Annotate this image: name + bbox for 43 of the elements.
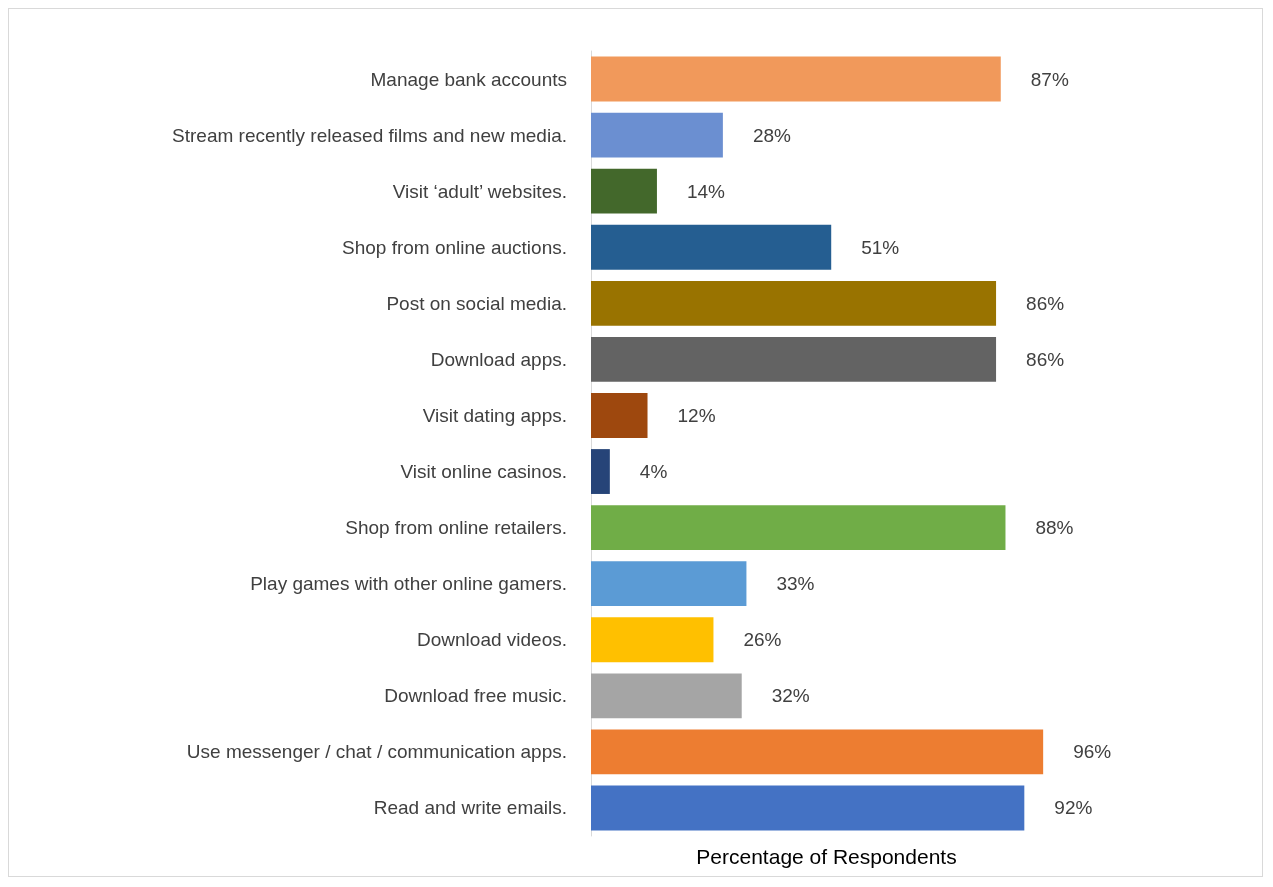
data-label: 86% <box>1026 348 1065 370</box>
y-tick-label: Stream recently released films and new media. <box>172 124 567 146</box>
y-tick-label: Download free music. <box>384 685 567 707</box>
bar <box>591 673 742 719</box>
data-label: 88% <box>1035 517 1074 539</box>
x-axis-title: Percentage of Respondents <box>696 845 957 868</box>
data-label: 33% <box>776 573 815 595</box>
bar <box>591 785 1025 831</box>
bar <box>591 280 997 326</box>
data-label: 14% <box>686 180 726 202</box>
bar <box>591 449 610 494</box>
bar <box>591 336 997 382</box>
bar <box>591 112 723 158</box>
y-tick-label: Visit online casinos. <box>400 461 567 483</box>
y-tick-label: Use messenger / chat / communication apps. <box>186 741 567 763</box>
y-tick-label: Shop from online retailers. <box>345 517 567 539</box>
data-label: 51% <box>861 236 900 258</box>
y-tick-label: Read and write emails. <box>373 797 567 819</box>
data-label: 26% <box>743 629 782 651</box>
y-tick-label: Play games with other online gamers. <box>250 573 567 595</box>
bar <box>591 56 1001 102</box>
bar <box>591 224 832 270</box>
bar <box>591 168 657 214</box>
data-label: 92% <box>1054 797 1093 819</box>
bar <box>591 393 648 438</box>
data-label: 4% <box>639 461 668 483</box>
y-tick-label: Visit ‘adult’ websites. <box>392 180 567 202</box>
bar <box>591 617 714 663</box>
y-tick-label: Download videos. <box>417 629 567 651</box>
bar <box>591 561 747 607</box>
y-tick-label: Post on social media. <box>386 292 567 314</box>
data-label: 12% <box>677 404 716 426</box>
data-label: 96% <box>1073 741 1112 763</box>
data-label: 28% <box>752 124 792 146</box>
bar <box>591 505 1006 551</box>
y-tick-label: Manage bank accounts <box>370 68 567 90</box>
y-tick-label: Download apps. <box>430 348 567 370</box>
data-label: 32% <box>771 685 810 707</box>
data-label: 86% <box>1026 292 1065 314</box>
y-tick-label: Shop from online auctions. <box>342 236 567 258</box>
y-tick-label: Visit dating apps. <box>422 404 567 426</box>
data-label: 87% <box>1030 68 1069 90</box>
bar <box>591 729 1044 775</box>
